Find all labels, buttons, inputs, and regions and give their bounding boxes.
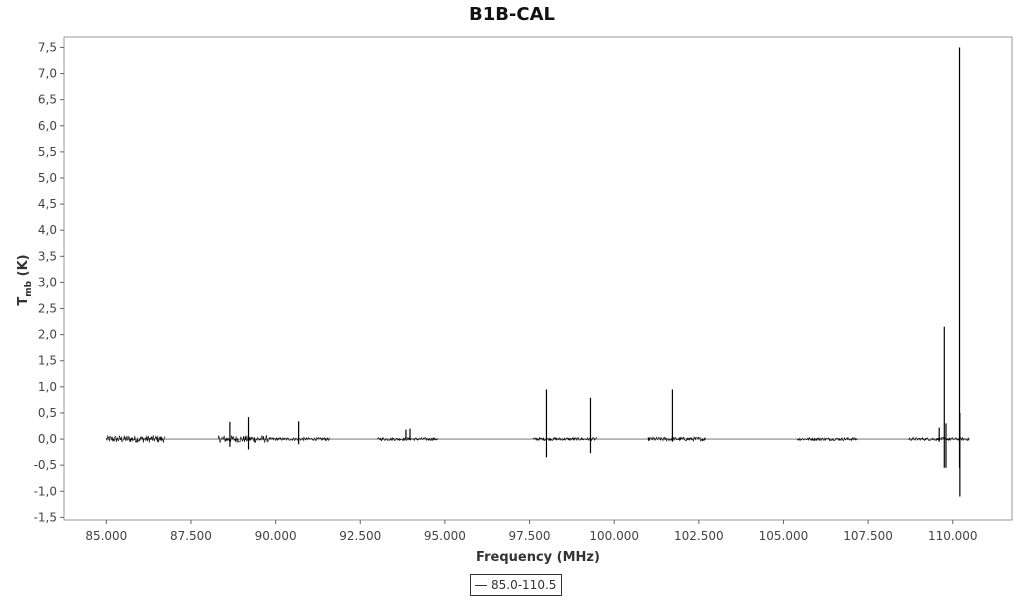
x-axis-title: Frequency (MHz): [476, 550, 600, 565]
y-tick-label: 3,5: [38, 249, 57, 263]
noise-segment: [376, 436, 438, 442]
x-tick-label: 95.000: [424, 529, 466, 543]
x-tick-label: 87.500: [170, 529, 212, 543]
x-tick-label: 110.000: [928, 529, 978, 543]
noise-segment: [647, 435, 706, 442]
y-tick-label: 7,0: [38, 67, 57, 81]
y-tick-label: 3,0: [38, 275, 57, 289]
y-tick-label: -1,5: [34, 510, 57, 524]
y-axis: -1,5 -1,0 -0,5 0,0 0,5 1,0 1,5 2,0 2,5 3,0 3,5 4,0 4…: [34, 40, 64, 524]
x-tick-label: 100.000: [589, 529, 639, 543]
y-tick-label: 0,0: [38, 432, 57, 446]
legend[interactable]: 85.0-110.5: [470, 574, 563, 596]
noise-segment: [796, 436, 858, 442]
x-tick-label: 92.500: [339, 529, 381, 543]
y-tick-label: 2,5: [38, 302, 57, 316]
x-tick-label: 102.500: [674, 529, 724, 543]
y-tick-label: 5,5: [38, 145, 57, 159]
y-tick-label: 7,5: [38, 40, 57, 54]
x-tick-label: 105.000: [759, 529, 809, 543]
y-tick-label: -1,0: [34, 484, 57, 498]
y-tick-label: 4,0: [38, 223, 57, 237]
y-tick-label: 0,5: [38, 406, 57, 420]
y-tick-label: 1,0: [38, 380, 57, 394]
x-tick-label: 107.500: [843, 529, 893, 543]
y-tick-label: 2,0: [38, 328, 57, 342]
chart-title: B1B-CAL: [468, 4, 556, 25]
y-tick-label: 1,5: [38, 354, 57, 368]
y-tick-label: 4,5: [38, 197, 57, 211]
y-tick-label: -0,5: [34, 458, 57, 472]
noise-segment: [217, 434, 269, 444]
noise-segment: [532, 436, 597, 442]
y-tick-label: 5,0: [38, 171, 57, 185]
noise-segment: [106, 435, 166, 443]
series-85-110: [106, 47, 970, 497]
y-tick-label: 6,5: [38, 93, 57, 107]
x-tick-label: 85.000: [85, 529, 127, 543]
x-tick-label: 90.000: [255, 529, 297, 543]
x-tick-label: 97.500: [509, 529, 551, 543]
y-axis-title: Tmb (K): [16, 254, 34, 305]
plot-area: [63, 36, 1013, 521]
y-tick-label: 6,0: [38, 119, 57, 133]
legend-swatch: [475, 584, 487, 586]
legend-label: 85.0-110.5: [491, 578, 557, 592]
x-axis: 85.000 87.500 90.000 92.500 95.000 97.500 100.…: [85, 520, 978, 543]
